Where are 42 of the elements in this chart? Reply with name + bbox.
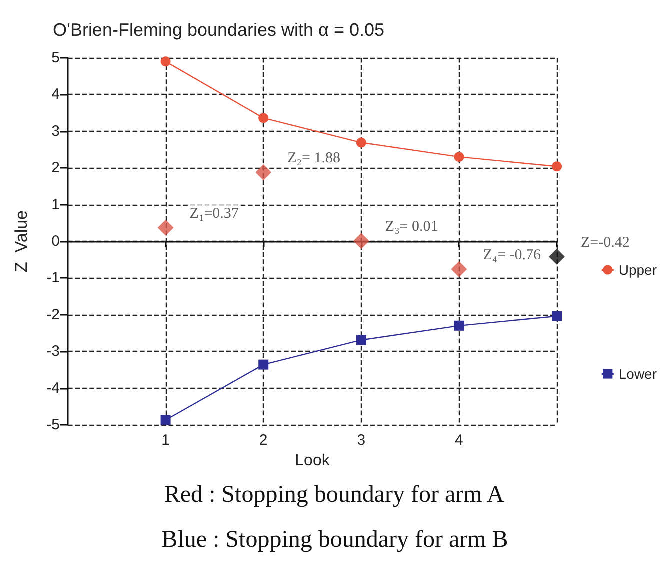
y-tick-label: -2	[46, 306, 60, 324]
point	[160, 56, 171, 67]
y-tick-label: 5	[52, 50, 60, 66]
point	[356, 335, 366, 346]
y-tick-label: -1	[46, 270, 60, 287]
y-tick-label: -5	[46, 416, 60, 434]
x-tick-label: 2	[259, 432, 268, 449]
point	[258, 113, 269, 124]
x-tick-label: 1	[162, 432, 170, 449]
data-label: Z₄= -0.76	[483, 247, 542, 264]
point	[454, 152, 464, 162]
data-label: Z₂= 1.88	[288, 150, 340, 167]
point	[549, 248, 565, 265]
point	[158, 220, 174, 236]
data-label: Z₃= 0.01	[385, 219, 438, 236]
x-tick-label: 3	[357, 432, 366, 449]
point	[552, 162, 562, 172]
y-tick-label: 1	[52, 196, 60, 214]
point	[256, 164, 272, 181]
y-tick-label: 4	[52, 86, 60, 104]
point	[451, 261, 468, 278]
y-tick-label: -3	[46, 343, 60, 360]
point	[454, 320, 464, 331]
text: Red : Stopping boundary for arm A	[164, 482, 505, 508]
y-axis-title: Z Value	[12, 210, 31, 273]
point	[353, 233, 370, 250]
text: Blue : Stopping boundary for arm B	[162, 527, 508, 553]
x-tick-label: 4	[455, 432, 464, 449]
legend-label: Upper	[618, 262, 658, 278]
data-label: Z₁=0.37	[190, 206, 240, 222]
chart-title: O'Brien-Fleming boundaries with α = 0.05	[53, 20, 385, 40]
y-tick-label: 3	[52, 122, 60, 140]
point	[258, 360, 269, 370]
point	[552, 311, 562, 322]
y-tick-label: -4	[46, 380, 60, 397]
y-tick-label: 2	[52, 160, 60, 177]
x-axis-title: Look	[295, 452, 331, 470]
data-label: Z=-0.42	[581, 234, 630, 251]
point	[356, 138, 366, 148]
y-tick-label: 0	[52, 233, 60, 250]
legend-label: Lower	[618, 366, 658, 382]
point	[160, 415, 171, 426]
